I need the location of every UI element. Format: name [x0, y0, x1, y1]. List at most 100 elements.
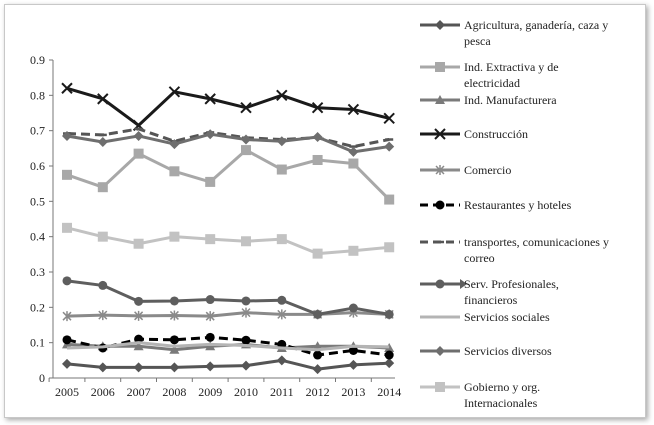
data-point-gobierno-y-org-internacionales [241, 236, 251, 247]
legend-label-agricultura-ganaderia-caza-y-pesca: Agricultura, ganadería, caza y [464, 18, 608, 32]
data-point-construccion [168, 86, 181, 98]
data-point-restaurantes-y-hoteles [313, 350, 323, 360]
legend-marker-agricultura-ganaderia-caza-y-pesca [435, 20, 445, 30]
x-tick-label: 2009 [198, 385, 222, 399]
legend-marker-ind-manufacturera [435, 95, 445, 104]
data-point-comercio [62, 311, 72, 322]
data-point-agricultura-ganaderia-caza-y-pesca [348, 359, 359, 370]
legend-label-transportes-comunicaciones-y-correo: transportes, comunicaciones y [464, 235, 609, 249]
data-point-ind-extractiva-y-de-electricidad [62, 169, 72, 180]
x-tick-label: 2013 [341, 385, 365, 399]
data-point-restaurantes-y-hoteles [384, 350, 394, 360]
legend-label-servicios-sociales: Servicios sociales [464, 310, 550, 324]
y-tick-label: 0.6 [30, 159, 45, 173]
legend-label-comercio: Comercio [464, 163, 511, 177]
data-point-agricultura-ganaderia-caza-y-pesca [133, 362, 144, 373]
data-point-servicios-diversos [133, 130, 144, 141]
data-point-ind-extractiva-y-de-electricidad [348, 158, 359, 169]
legend-marker-serv-profesionales-financieros [435, 279, 445, 289]
data-point-gobierno-y-org-internacionales [205, 234, 216, 245]
data-point-servicios-diversos [276, 136, 287, 147]
data-point-gobierno-y-org-internacionales [169, 231, 180, 242]
data-point-agricultura-ganaderia-caza-y-pesca [169, 362, 180, 373]
data-point-serv-profesionales-financieros [384, 309, 394, 319]
data-point-serv-profesionales-financieros [277, 295, 287, 305]
y-tick-label: 0.5 [30, 194, 45, 208]
data-point-ind-extractiva-y-de-electricidad [384, 194, 395, 205]
x-tick-label: 2011 [270, 385, 294, 399]
series-line-serv-profesionales-financieros [66, 279, 390, 316]
data-point-construccion [61, 82, 73, 94]
data-point-comercio [277, 309, 287, 320]
data-point-servicios-diversos [169, 139, 180, 150]
x-tick-label: 2012 [306, 385, 330, 399]
data-point-construccion [347, 103, 360, 116]
legend-marker-ind-extractiva-y-de-electricidad [435, 62, 445, 72]
data-point-restaurantes-y-hoteles [348, 345, 358, 355]
data-point-restaurantes-y-hoteles [241, 335, 251, 345]
legend-label-gobierno-y-org-internacionales: Gobierno y org. [464, 380, 540, 394]
legend-marker-restaurantes-y-hoteles [435, 200, 445, 210]
data-point-agricultura-ganaderia-caza-y-pesca [276, 355, 287, 366]
y-tick-label: 0.2 [30, 300, 45, 314]
legend-label-ind-extractiva-y-de-electricidad: electricidad [464, 76, 520, 90]
y-tick-label: 0.4 [30, 230, 45, 244]
legend-label-restaurantes-y-hoteles: Restaurantes y hoteles [464, 198, 572, 212]
series-line-construccion [66, 86, 390, 127]
legend-label-construccion: Construcción [464, 127, 528, 141]
data-point-construccion [97, 93, 109, 105]
data-point-restaurantes-y-hoteles [205, 332, 215, 342]
series-line-ind-extractiva-y-de-electricidad [66, 148, 391, 201]
data-point-agricultura-ganaderia-caza-y-pesca [62, 358, 72, 369]
legend-label-ind-manufacturera: Ind. Manufacturera [464, 93, 557, 107]
data-point-gobierno-y-org-internacionales [133, 238, 144, 249]
series-line-agricultura-ganaderia-caza-y-pesca [66, 358, 390, 371]
data-point-serv-profesionales-financieros [348, 303, 358, 313]
data-point-ind-extractiva-y-de-electricidad [241, 145, 251, 156]
legend-label-ind-extractiva-y-de-electricidad: Ind. Extractiva y de [464, 60, 559, 74]
chart-frame: 0 0.1 0.2 0.3 0.4 0.5 0.6 0.7 0.8 0.9 2005 2006 2007… [4, 4, 646, 418]
data-point-servicios-diversos [348, 146, 359, 157]
data-point-ind-extractiva-y-de-electricidad [276, 164, 287, 175]
data-point-ind-manufacturera [133, 341, 144, 351]
data-point-servicios-diversos [384, 141, 395, 152]
data-point-restaurantes-y-hoteles [62, 335, 72, 345]
data-point-construccion [204, 93, 216, 105]
data-point-ind-manufacturera [312, 341, 323, 351]
data-point-serv-profesionales-financieros [134, 296, 144, 306]
line-chart: 0 0.1 0.2 0.3 0.4 0.5 0.6 0.7 0.8 0.9 2005 2006 2007… [30, 18, 609, 410]
y-tick-label: 0.9 [30, 53, 45, 67]
data-point-gobierno-y-org-internacionales [97, 231, 108, 242]
data-point-agricultura-ganaderia-caza-y-pesca [384, 358, 395, 369]
data-point-servicios-diversos [97, 136, 108, 147]
legend-marker-servicios-diversos [435, 346, 445, 356]
data-point-servicios-diversos [241, 134, 251, 145]
data-point-construccion [276, 89, 288, 102]
series-line-restaurantes-y-hoteles [66, 335, 390, 357]
data-point-servicios-diversos [62, 130, 72, 141]
x-tick-label: 2010 [234, 385, 258, 399]
data-point-agricultura-ganaderia-caza-y-pesca [312, 364, 323, 375]
legend-label-agricultura-ganaderia-caza-y-pesca: pesca [464, 34, 491, 48]
y-tick-label: 0 [39, 371, 45, 385]
data-point-construccion [311, 101, 324, 114]
series-line-servicios-sociales [66, 341, 390, 352]
x-tick-label: 2005 [55, 385, 79, 399]
data-point-ind-extractiva-y-de-electricidad [133, 148, 144, 159]
data-point-gobierno-y-org-internacionales [348, 245, 359, 256]
data-point-agricultura-ganaderia-caza-y-pesca [205, 361, 216, 372]
data-point-comercio [205, 311, 215, 322]
data-point-construccion [383, 112, 395, 125]
data-point-serv-profesionales-financieros [169, 296, 179, 306]
x-tick-label: 2006 [91, 385, 115, 399]
legend-marker-construccion [434, 128, 446, 140]
data-point-comercio [241, 307, 251, 318]
data-point-ind-manufacturera [169, 344, 180, 354]
data-point-restaurantes-y-hoteles [169, 335, 179, 345]
x-tick-label: 2008 [162, 385, 186, 399]
series-line-servicios-diversos [66, 132, 390, 154]
legend-arrow-serv-profesionales-financieros [460, 279, 467, 289]
data-point-construccion [240, 101, 252, 114]
data-point-comercio [98, 310, 108, 321]
legend-label-serv-profesionales-financieros: financieros [464, 293, 518, 307]
